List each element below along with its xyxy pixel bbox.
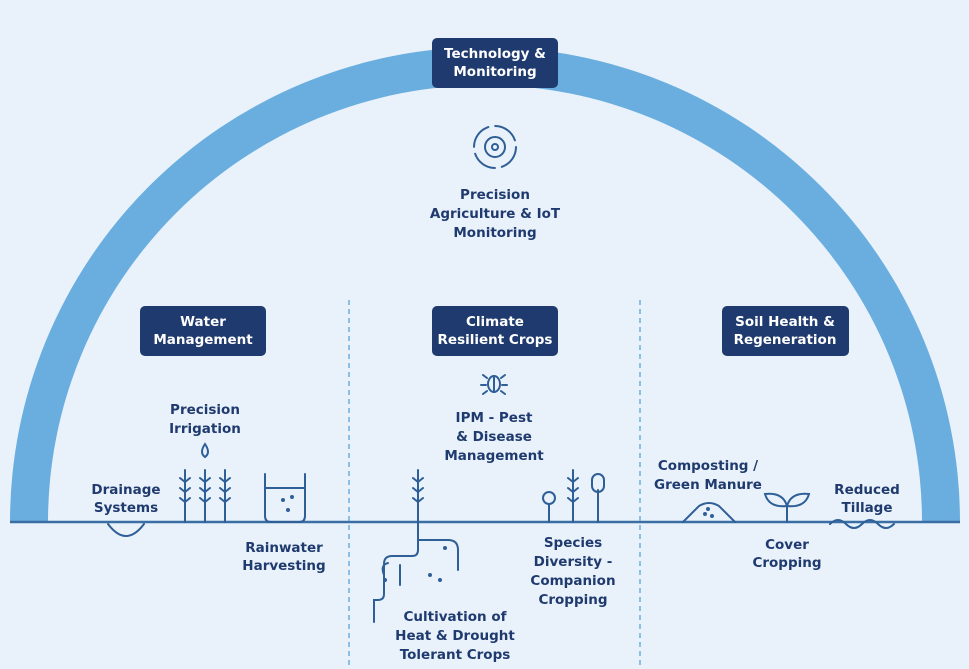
label: Management bbox=[444, 448, 544, 464]
label: Tillage bbox=[841, 500, 892, 516]
label: Rainwater bbox=[245, 540, 323, 556]
label: Irrigation bbox=[169, 421, 241, 437]
title: Management bbox=[153, 332, 253, 348]
title: Water bbox=[180, 314, 226, 330]
title: Climate bbox=[466, 314, 524, 330]
label: IPM - Pest bbox=[456, 410, 533, 426]
label: Drainage bbox=[91, 482, 160, 498]
label: Monitoring bbox=[453, 225, 536, 241]
label: Green Manure bbox=[654, 477, 762, 493]
title: Resilient Crops bbox=[438, 332, 553, 348]
label: Systems bbox=[94, 500, 158, 516]
label: & Disease bbox=[456, 429, 532, 445]
label: Tolerant Crops bbox=[400, 647, 511, 663]
label: Precision bbox=[460, 187, 530, 203]
title: Monitoring bbox=[453, 64, 536, 80]
label: Cropping bbox=[752, 555, 821, 571]
title: Soil Health & bbox=[735, 314, 835, 330]
diagram: Technology & Monitoring Precision Agricu… bbox=[0, 0, 969, 669]
label: Heat & Drought bbox=[395, 628, 515, 644]
label: Diversity - bbox=[534, 554, 613, 570]
label: Cultivation of bbox=[404, 609, 507, 625]
label: Composting / bbox=[658, 458, 758, 474]
label: Agriculture & IoT bbox=[430, 206, 561, 222]
title: Regeneration bbox=[734, 332, 837, 348]
title: Technology & bbox=[444, 46, 546, 62]
label: Companion bbox=[530, 573, 615, 589]
label: Reduced bbox=[834, 482, 900, 498]
label: Cropping bbox=[538, 592, 607, 608]
label: Cover bbox=[765, 537, 809, 553]
label: Species bbox=[544, 535, 602, 551]
label: Precision bbox=[170, 402, 240, 418]
label: Harvesting bbox=[242, 558, 325, 574]
